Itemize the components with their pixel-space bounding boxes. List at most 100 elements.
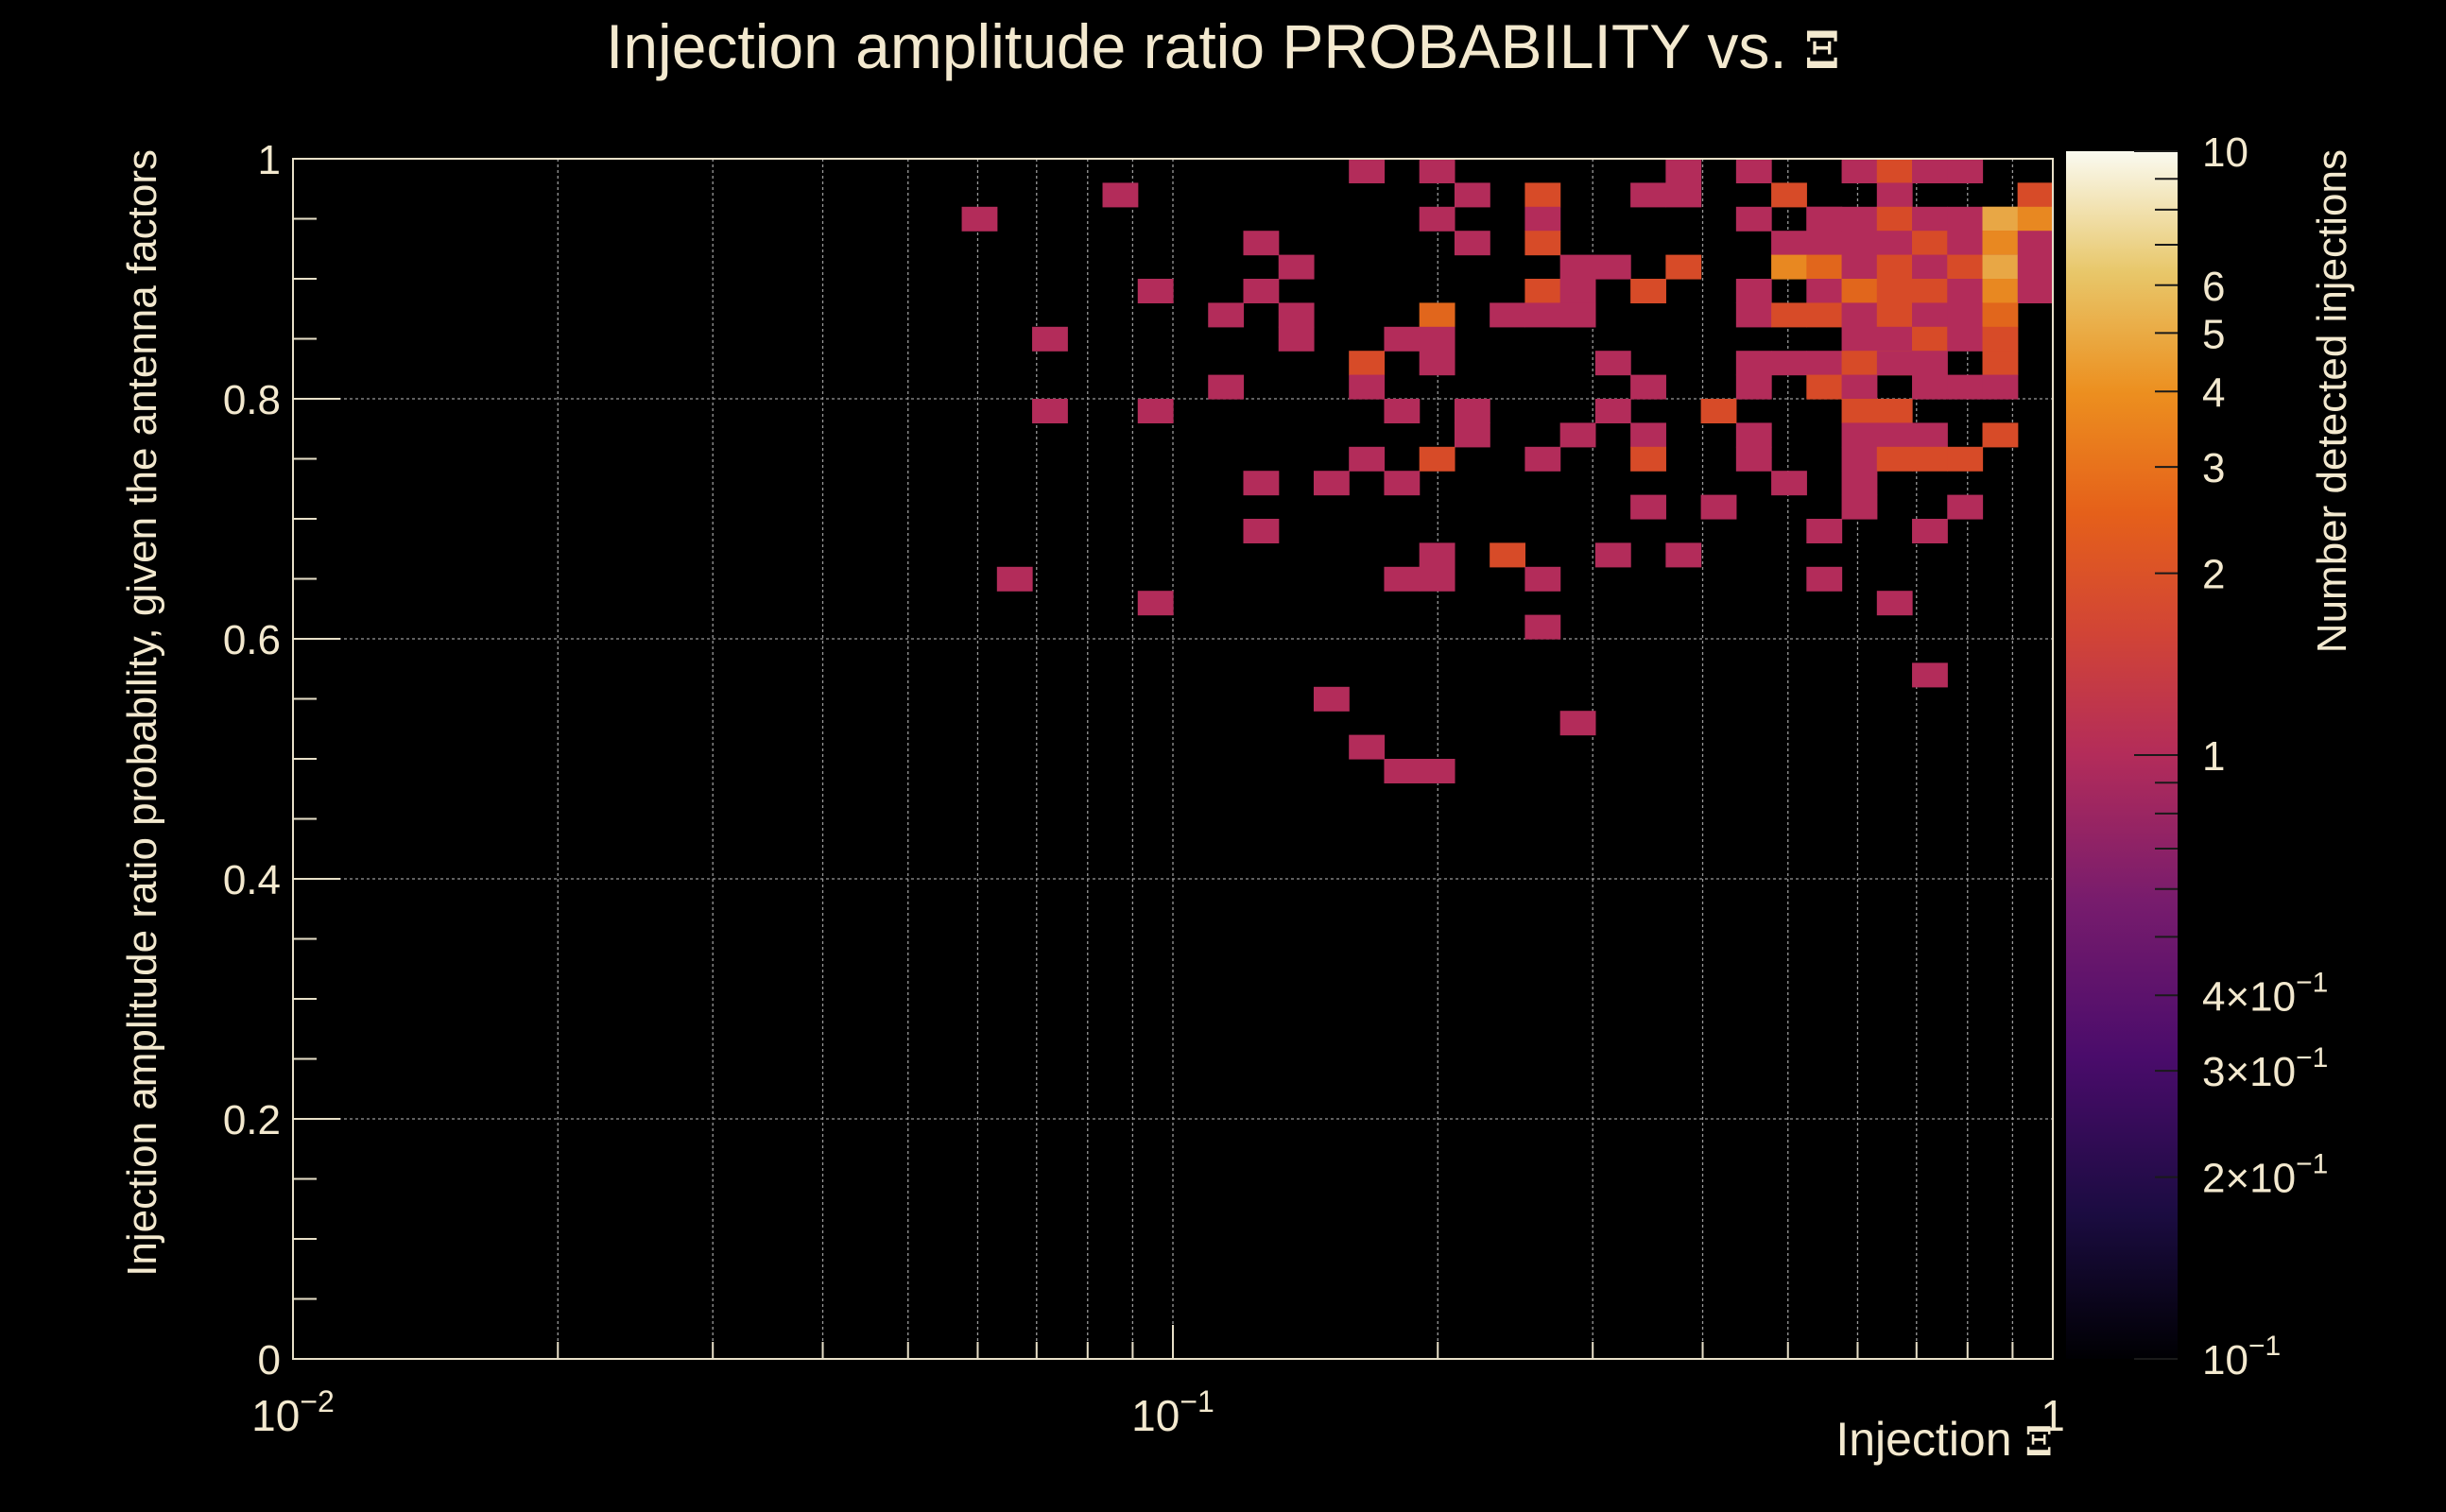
heatmap-cell (1912, 231, 1948, 256)
heatmap-cell (1208, 302, 1245, 328)
heatmap-cell (1490, 542, 1525, 568)
heatmap-cell (1524, 446, 1561, 472)
heatmap-cell (1665, 542, 1702, 568)
tick-labels: 10−2 10−1 1 0 0.2 0.4 0.6 0.8 1 (223, 137, 2065, 1440)
chart-title: Injection amplitude ratio PROBABILITY vs… (606, 11, 1840, 81)
heatmap-cell (2017, 254, 2054, 280)
heatmap-cell (1947, 326, 1984, 352)
heatmap-cell (1630, 374, 1666, 400)
heatmap-cell (1735, 206, 1772, 232)
x-tick-label: 1 (2041, 1391, 2065, 1440)
x-tick-label: 10−1 (1131, 1384, 1214, 1440)
heatmap-cell (1947, 446, 1984, 472)
heatmap-cell (1454, 231, 1490, 256)
heatmap-cell (2017, 231, 2054, 256)
heatmap-cell (1912, 326, 1948, 352)
heatmap-cell (1419, 302, 1456, 328)
heatmap-cell (1771, 231, 1807, 256)
heatmap-cell (1876, 302, 1913, 328)
heatmap-cell (1947, 231, 1984, 256)
heatmap-cell (1982, 206, 2019, 232)
heatmap-cell (1208, 374, 1245, 400)
heatmap-cell (1524, 231, 1561, 256)
colorbar-label: Number detected injections (2309, 149, 2355, 653)
heatmap-cell (1313, 686, 1350, 712)
heatmap-cell (1806, 279, 1843, 303)
heatmap-cell (1912, 422, 1948, 448)
heatmap-cell (1102, 182, 1139, 208)
heatmap-cell (1876, 182, 1913, 208)
heatmap-cell (1982, 351, 2019, 376)
heatmap-cell (1982, 326, 2019, 352)
heatmap-cell (1419, 351, 1456, 376)
y-axis-label: Injection amplitude ratio probability, g… (119, 149, 165, 1277)
heatmap-cell (996, 566, 1033, 592)
heatmap-cell (1524, 279, 1561, 303)
y-tick-label: 0 (258, 1337, 281, 1383)
heatmap-cell (1771, 471, 1807, 496)
colorbar-tick-label: 4×10−1 (2202, 967, 2328, 1020)
heatmap-cell (1243, 231, 1280, 256)
colorbar-tick-label: 5 (2202, 311, 2225, 357)
heatmap-cell (1841, 159, 1878, 183)
heatmap-cell (1349, 734, 1386, 760)
heatmap-cell (1594, 542, 1631, 568)
colorbar-tick-label: 3 (2202, 445, 2225, 491)
heatmap-cell (1524, 182, 1561, 208)
heatmap-cell (1665, 159, 1702, 183)
heatmap-cell (1243, 279, 1280, 303)
heatmap-cell (1384, 326, 1421, 352)
heatmap-cell (1912, 159, 1948, 183)
heatmap-cell (1384, 399, 1421, 423)
heatmap-cell (1278, 254, 1315, 280)
x-axis-label: Injection Ξ (1835, 1413, 2053, 1466)
heatmap-cell (1454, 422, 1490, 448)
heatmap-cell (1771, 254, 1807, 280)
heatmap-cell (1841, 326, 1878, 352)
heatmap-cell (1594, 399, 1631, 423)
heatmap-cell (1841, 279, 1878, 303)
heatmap-cell (1841, 446, 1878, 472)
heatmap-cell (1771, 351, 1807, 376)
heatmap-cell (1876, 422, 1913, 448)
heatmap-cell (1876, 399, 1913, 423)
heatmap-cell (1806, 374, 1843, 400)
heatmap-cell (1947, 206, 1984, 232)
heatmap-cell (1806, 206, 1843, 232)
heatmap-cell (1947, 494, 1984, 520)
heatmap-cell (1876, 351, 1913, 376)
heatmap-cell (1912, 519, 1948, 543)
colorbar-tick-label: 10−1 (2202, 1331, 2281, 1383)
heatmap-cell (1841, 399, 1878, 423)
heatmap-cell (1700, 494, 1737, 520)
heatmap-cell (1735, 422, 1772, 448)
heatmap-cell (1524, 206, 1561, 232)
heatmap-cells (961, 159, 2054, 783)
colorbar-tick-label: 3×10−1 (2202, 1042, 2328, 1095)
heatmap-cell (1806, 566, 1843, 592)
colorbar-tick-label: 2 (2202, 552, 2225, 598)
heatmap-cell (1630, 494, 1666, 520)
heatmap-cell (1419, 542, 1456, 568)
heatmap-cell (1912, 351, 1948, 376)
heatmap-cell (1841, 351, 1878, 376)
heatmap-cell (1912, 206, 1948, 232)
heatmap-cell (1419, 206, 1456, 232)
heatmap-cell (1665, 254, 1702, 280)
heatmap-cell (1735, 374, 1772, 400)
heatmap-cell (1735, 351, 1772, 376)
heatmap-cell (1947, 254, 1984, 280)
heatmap-cell (1841, 422, 1878, 448)
heatmap-cell (1912, 374, 1948, 400)
heatmap-cell (1841, 231, 1878, 256)
heatmap-cell (1419, 566, 1456, 592)
colorbar-tick-label: 1 (2202, 733, 2225, 780)
heatmap-cell (1419, 159, 1456, 183)
heatmap-cell (1912, 446, 1948, 472)
heatmap-cell (1982, 302, 2019, 328)
heatmap-cell (2017, 182, 2054, 208)
heatmap-cell (1243, 519, 1280, 543)
grid-lines (293, 159, 2053, 1359)
heatmap-cell (1947, 374, 1984, 400)
heatmap-cell (1559, 254, 1596, 280)
